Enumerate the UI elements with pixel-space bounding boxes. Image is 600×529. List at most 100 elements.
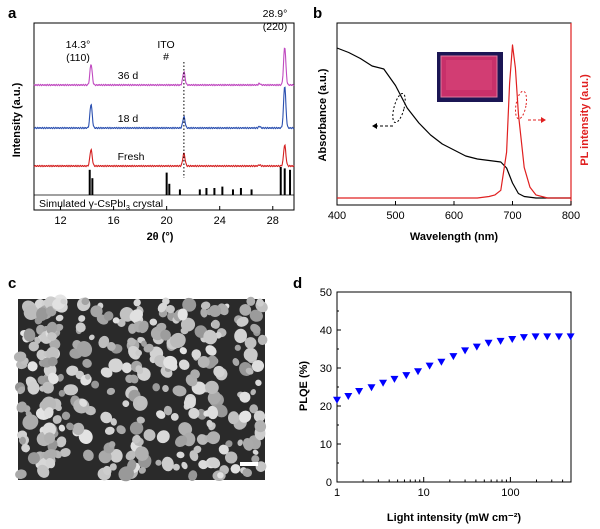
panel-d-data-point xyxy=(543,333,552,341)
panel-c-particle xyxy=(183,397,196,409)
panel-c-particle xyxy=(165,304,175,314)
panel-d-data-point xyxy=(519,334,528,342)
panel-c-particle xyxy=(36,349,47,361)
panel-c-particle xyxy=(83,449,94,462)
panel-c-particle xyxy=(200,308,208,318)
panel-c-particle xyxy=(47,356,58,367)
panel-d-data-point xyxy=(437,358,446,366)
panel-c-particle xyxy=(225,440,233,448)
panel-c-particle xyxy=(47,332,57,341)
panel-d-ytick-label: 20 xyxy=(320,401,332,413)
panel-d-ytick-label: 40 xyxy=(320,325,332,337)
panel-c-particle xyxy=(112,317,120,324)
panel-c-particle xyxy=(129,374,139,384)
panel-c-particle xyxy=(138,320,149,334)
panel-c-particle xyxy=(88,334,95,341)
panel-a-ylabel: Intensity (a.u.) xyxy=(11,82,23,157)
panel-d-xtick-label: 100 xyxy=(501,487,519,499)
panel-b-xtick-label: 600 xyxy=(445,210,463,222)
panel-c-particle xyxy=(211,319,220,329)
panel-c-particle xyxy=(129,421,144,435)
panel-c-particle xyxy=(234,328,248,344)
panel-c-particle xyxy=(78,315,86,322)
panel-c-particle xyxy=(176,451,185,459)
panel-d-data-point xyxy=(355,388,364,396)
panel-c-particle xyxy=(55,314,64,322)
panel-a-xlabel: 2θ (°) xyxy=(147,231,174,243)
panel-c-particle xyxy=(58,390,66,397)
panel-c-particle xyxy=(242,438,254,451)
panel-c-particle xyxy=(43,407,54,419)
panel-d-ytick-label: 0 xyxy=(326,477,332,489)
panel-c-particle xyxy=(45,457,56,469)
panel-a-trace-18-d xyxy=(33,86,295,130)
panel-a-trace-36-d xyxy=(33,47,295,87)
panel-c-particle xyxy=(56,436,67,448)
panel-a-xtick-label: 16 xyxy=(107,215,119,227)
panel-c-particle xyxy=(100,367,113,378)
panel-a-trace-fresh xyxy=(33,143,295,168)
panel-c-particle xyxy=(237,439,243,446)
panel-c-particle xyxy=(208,304,222,318)
panel-b-ylabel-left: Absorbance (a.u.) xyxy=(317,68,329,161)
panel-c-particle xyxy=(23,328,36,342)
panel-d-data-point xyxy=(472,343,481,351)
panel-c-particle xyxy=(55,404,62,412)
panel-c-particle xyxy=(27,381,40,395)
panel-c-particle xyxy=(239,304,252,316)
panel-c-particle xyxy=(91,380,100,389)
panel-c-particle xyxy=(249,309,263,322)
panel-a-frame xyxy=(33,22,295,211)
panel-c-particle xyxy=(121,362,132,374)
panel-c-particle xyxy=(156,410,166,419)
panel-c-particle xyxy=(196,408,207,420)
panel-c-particle xyxy=(52,415,62,424)
panel-d-data-point xyxy=(461,347,470,355)
panel-c-particle xyxy=(129,309,143,322)
panel-c-particle xyxy=(135,349,142,357)
panel-c-particle xyxy=(107,341,116,351)
panel-b-abs-indicator-ellipse xyxy=(392,92,406,124)
panel-c-particle xyxy=(116,425,126,435)
panel-a-reference-label: Simulated γ-CsPbI3 crystal xyxy=(39,198,163,212)
panel-c-particle xyxy=(191,349,202,360)
panel-c-particle xyxy=(34,336,41,344)
panel-c-particle xyxy=(250,389,256,396)
panel-b-series-pl xyxy=(337,44,571,199)
panel-b-xlabel: Wavelength (nm) xyxy=(410,231,499,243)
panel-c-particle xyxy=(75,322,86,333)
panel-c-particle xyxy=(135,446,149,461)
panel-c-particle xyxy=(200,301,211,310)
panel-b-xtick-label: 800 xyxy=(562,210,580,222)
panel-d-data-point xyxy=(554,333,563,341)
panel-c-particle xyxy=(239,391,251,403)
panel-c-particle xyxy=(13,351,27,362)
panel-d-data-point xyxy=(449,353,458,361)
panel-c-particle xyxy=(253,410,266,423)
panel-c-particle xyxy=(15,469,27,480)
panel-b-chart: Absorbance (a.u.) PL intensity (a.u.) Wa… xyxy=(317,22,591,243)
panel-c-particle xyxy=(242,468,252,478)
panel-c-particle xyxy=(207,405,219,420)
panel-d-data-point xyxy=(379,379,388,387)
panel-c-particle xyxy=(49,338,61,350)
panel-c-particle xyxy=(163,405,173,416)
panel-d-data-point xyxy=(344,393,353,400)
panel-c-particle xyxy=(218,444,229,455)
panel-c-particle xyxy=(143,429,156,442)
panel-b-xtick-label: 400 xyxy=(328,210,346,222)
panel-c-particle xyxy=(128,450,136,458)
panel-c-particle xyxy=(177,308,188,321)
panel-c-particle xyxy=(180,317,196,332)
panel-c-particle xyxy=(17,386,26,395)
panel-c-particle xyxy=(84,373,91,380)
panel-c-particle xyxy=(188,407,200,419)
panel-c-particle xyxy=(246,296,256,306)
panel-d-chart: PLQE (%) Light intensity (mW cm⁻²) 0 10 20… xyxy=(298,287,575,524)
panel-d-data-point xyxy=(367,384,376,392)
panel-c-particle xyxy=(16,401,27,413)
panel-a-xtick-label: 12 xyxy=(54,215,66,227)
panel-c-particle xyxy=(257,334,268,345)
panel-c-particle xyxy=(104,426,115,435)
